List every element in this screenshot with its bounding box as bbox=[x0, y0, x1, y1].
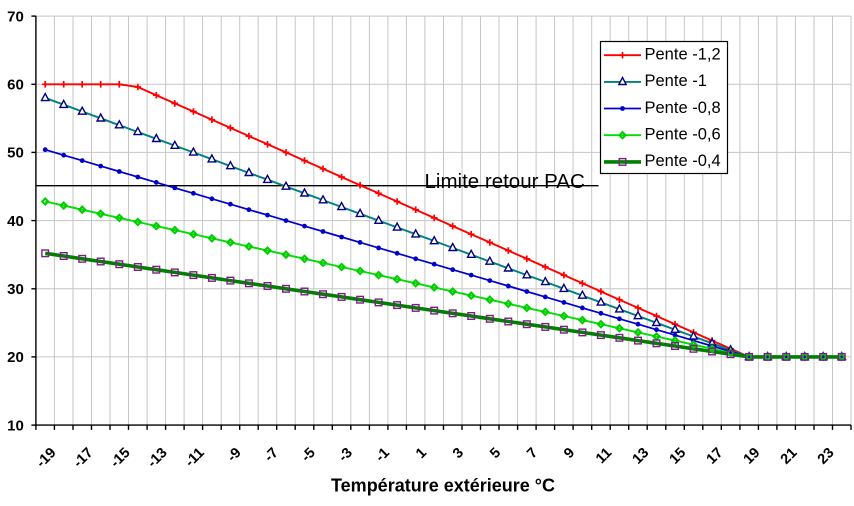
svg-text:50: 50 bbox=[7, 145, 24, 162]
svg-text:Température extérieure °C: Température extérieure °C bbox=[331, 476, 555, 496]
svg-text:Pente -1,2: Pente -1,2 bbox=[645, 46, 721, 64]
svg-text:30: 30 bbox=[7, 281, 24, 298]
svg-text:Pente -0,6: Pente -0,6 bbox=[645, 126, 721, 144]
svg-text:Pente -0,4: Pente -0,4 bbox=[645, 152, 721, 170]
svg-text:Limite retour PAC: Limite retour PAC bbox=[425, 170, 585, 193]
svg-text:60: 60 bbox=[7, 77, 24, 94]
svg-text:Pente -0,8: Pente -0,8 bbox=[645, 99, 721, 117]
svg-text:70: 70 bbox=[7, 8, 24, 25]
svg-text:Pente -1: Pente -1 bbox=[645, 72, 707, 90]
svg-text:40: 40 bbox=[7, 213, 24, 230]
svg-text:10: 10 bbox=[7, 417, 24, 434]
svg-text:20: 20 bbox=[7, 349, 24, 366]
